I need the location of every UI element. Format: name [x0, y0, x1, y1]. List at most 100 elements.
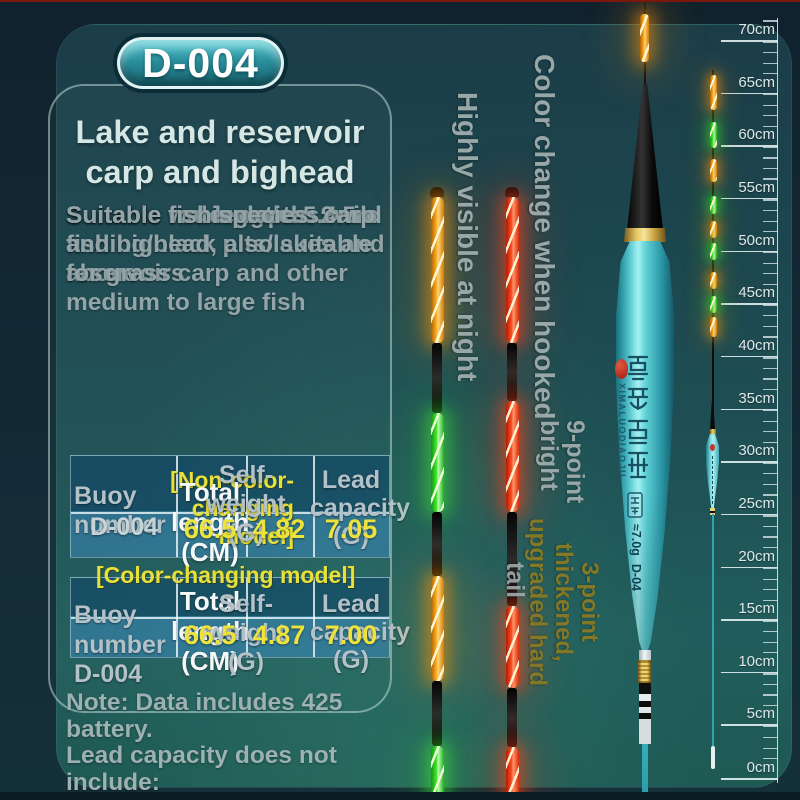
glow-segment-red	[505, 401, 519, 512]
ruler-tick	[763, 167, 778, 170]
spec-fish-species: Suitable fish species: carp and bighead,…	[66, 202, 376, 316]
ruler-tick	[721, 408, 778, 411]
table-value-lead-capacity: 7.05	[324, 514, 378, 544]
glow-segment-green	[709, 122, 717, 148]
table-value-lead-capacity: 7.00	[324, 620, 378, 650]
ruler-tick	[763, 410, 778, 412]
ruler-label: 15cm	[738, 600, 775, 618]
small-float-white-tip	[711, 746, 715, 769]
ruler-tick	[763, 673, 778, 675]
ruler-tick	[763, 568, 778, 570]
table-caption: [Non-color-changing model]	[170, 467, 294, 549]
ruler-tick	[763, 146, 778, 149]
ruler-tick	[721, 145, 778, 147]
ruler-tick	[763, 210, 778, 212]
float-tail-red	[504, 0, 520, 800]
ruler-tick	[763, 252, 778, 254]
ruler-tick	[721, 513, 778, 516]
ruler-tick	[763, 546, 778, 549]
float-joint	[507, 512, 517, 606]
ruler-tick	[763, 747, 778, 749]
small-float-tail	[709, 0, 717, 800]
model-badge: D-004	[117, 37, 284, 89]
table-grid-line	[176, 456, 178, 557]
ruler-tick	[763, 125, 778, 127]
small-float-text-marks	[711, 456, 714, 506]
ruler-tick	[763, 178, 778, 180]
float-joint	[432, 512, 442, 576]
ruler-tick	[763, 652, 778, 654]
small-float-seal-icon	[710, 444, 715, 451]
ruler-tick	[763, 378, 778, 380]
ruler-tick	[763, 304, 778, 306]
ruler-tick	[763, 736, 778, 739]
table-grid-line	[71, 617, 389, 619]
ruler-label: 65cm	[738, 73, 775, 91]
ruler-label: 0cm	[746, 759, 775, 776]
glow-segment-orange	[709, 272, 717, 289]
small-float-leg	[711, 514, 714, 746]
table-header-buoy-number: Buoy number	[74, 601, 166, 659]
ruler-tick	[763, 683, 778, 686]
float-spec-text: ≈7.0g D-04	[629, 524, 643, 598]
ruler-tick	[721, 671, 778, 674]
ruler-tick	[763, 441, 778, 443]
float-cap	[504, 187, 520, 197]
ruler-tick	[763, 589, 778, 591]
ruler-tick	[721, 303, 778, 305]
ruler-tick	[763, 483, 778, 485]
ruler-tick	[763, 758, 778, 760]
table-value-total-length: 66.5	[183, 620, 237, 650]
ruler-tick	[763, 420, 778, 422]
glow-segment-green	[430, 413, 444, 512]
table-header-buoy-number: Buoy number	[74, 482, 166, 539]
spec-water-depth: Suitable water depth: 2-5m	[66, 202, 378, 229]
glow-segment-orange	[709, 75, 717, 110]
ruler-tick	[721, 778, 778, 780]
ruler-tick	[763, 273, 778, 275]
float-silver-bands	[639, 694, 651, 744]
ruler-tick	[763, 41, 778, 43]
top-red-line	[0, 0, 800, 2]
ruler-tick	[763, 431, 778, 433]
float-joint	[432, 343, 442, 413]
table-header-total-length: Total length (CM)	[171, 477, 249, 567]
ruler-tick	[763, 704, 778, 707]
table-value-self-weight: 4.82	[252, 514, 306, 544]
glow-segment-orange	[430, 576, 444, 681]
float-joint	[507, 343, 517, 401]
small-float-gold-collar	[709, 429, 716, 434]
ruler-tick	[763, 462, 778, 464]
ruler-tick	[763, 494, 778, 496]
ruler-tick	[763, 694, 778, 696]
ruler-tick	[721, 619, 778, 621]
ruler-label: 25cm	[738, 494, 775, 512]
product-title: Lake and reservoir carp and bighead	[75, 114, 365, 190]
label-three-point-thickened: 3-point thickened, upgraded hard	[524, 517, 603, 686]
float-tip-glow	[640, 14, 649, 62]
label-nine-point-bright: 9-point bright	[535, 420, 589, 504]
glow-segment-orange	[709, 221, 717, 238]
float-joint	[507, 688, 517, 747]
label-highly-visible: Highly visible at night	[452, 92, 483, 382]
note-text: Note: Data includes 425 battery. Lead ca…	[66, 689, 343, 800]
glow-segment-red	[505, 747, 519, 800]
ruler-tick	[721, 197, 778, 200]
ruler-tick	[763, 283, 778, 285]
table-grid-line	[71, 512, 389, 514]
ruler-tick	[763, 325, 778, 328]
glow-segment-green	[709, 296, 717, 313]
glow-segment-orange	[430, 197, 444, 343]
ruler-tick	[763, 525, 778, 528]
glow-segment-green	[430, 746, 444, 800]
float-gold-collar	[624, 228, 666, 242]
ruler-label: 60cm	[738, 126, 775, 144]
float-joint	[432, 681, 442, 746]
ruler-label: 70cm	[738, 21, 775, 38]
ruler-tick	[763, 104, 778, 106]
spec-table-color-changing	[70, 577, 390, 658]
table-header-lead-capacity: Lead capacity (G)	[310, 590, 411, 674]
ruler-tick	[763, 367, 778, 370]
ruler-label: 30cm	[738, 442, 775, 460]
